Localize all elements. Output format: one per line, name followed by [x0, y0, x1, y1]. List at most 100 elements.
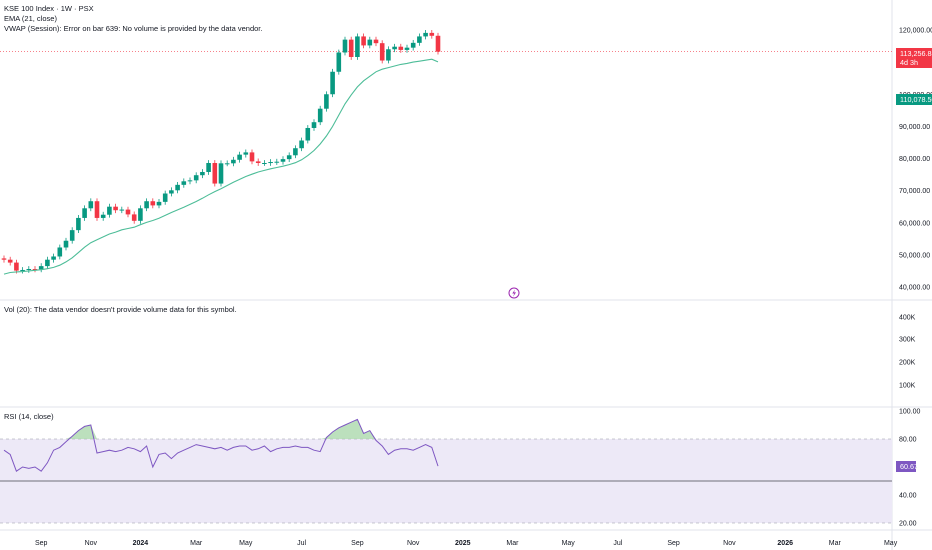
candle[interactable] — [305, 125, 311, 144]
candle[interactable] — [274, 158, 280, 165]
candle[interactable] — [348, 36, 354, 60]
candle[interactable] — [45, 256, 50, 270]
candle[interactable] — [243, 149, 249, 158]
candle[interactable] — [113, 203, 118, 214]
candle[interactable] — [218, 160, 224, 187]
candle[interactable] — [224, 160, 230, 167]
time-axis-label: Jul — [297, 540, 306, 547]
candle[interactable] — [162, 190, 168, 205]
candle[interactable] — [125, 206, 131, 218]
alert-icon[interactable] — [508, 287, 520, 299]
rsi-axis-tick: 100.00 — [899, 409, 921, 416]
candle[interactable] — [410, 39, 416, 51]
candle[interactable] — [20, 267, 25, 274]
candle[interactable] — [330, 68, 335, 98]
candle[interactable] — [386, 46, 391, 64]
candle[interactable] — [76, 215, 81, 234]
candle[interactable] — [69, 227, 75, 244]
candle[interactable] — [1, 255, 7, 263]
candle[interactable] — [262, 160, 267, 166]
price-axis-tick: 70,000.00 — [899, 188, 930, 195]
candle[interactable] — [138, 205, 143, 224]
candle[interactable] — [373, 36, 379, 47]
candle[interactable] — [435, 32, 441, 55]
candle[interactable] — [268, 159, 273, 166]
candle[interactable] — [181, 178, 187, 188]
candle[interactable] — [379, 40, 385, 64]
candle[interactable] — [280, 156, 286, 165]
price-axis-tick: 90,000.00 — [899, 124, 930, 131]
time-axis-label: Mar — [829, 540, 842, 547]
rsi-legend[interactable]: RSI (14, close) — [4, 412, 54, 421]
candle[interactable] — [88, 198, 94, 212]
candle[interactable] — [63, 237, 69, 251]
candle[interactable] — [193, 172, 199, 184]
volume-legend[interactable]: Vol (20): The data vendor doesn't provid… — [4, 305, 237, 314]
candle[interactable] — [150, 198, 156, 209]
candle[interactable] — [200, 169, 205, 179]
volume-axis-tick: 300K — [899, 337, 916, 344]
price-axis-tick: 80,000.00 — [899, 156, 930, 163]
rsi-axis-tick: 80.00 — [899, 437, 917, 444]
symbol-title[interactable]: KSE 100 Index · 1W · PSX — [4, 4, 94, 13]
rsi-axis-tick: 20.00 — [899, 521, 917, 528]
candle[interactable] — [100, 211, 106, 221]
time-axis-label: Jul — [613, 540, 622, 547]
candle[interactable] — [7, 256, 13, 266]
candle[interactable] — [293, 145, 298, 159]
candle[interactable] — [175, 181, 180, 194]
candle[interactable] — [187, 177, 193, 185]
candle[interactable] — [361, 33, 366, 49]
candle[interactable] — [212, 160, 218, 187]
candle[interactable] — [317, 105, 323, 126]
candle[interactable] — [324, 91, 329, 112]
candle[interactable] — [311, 119, 317, 131]
candle[interactable] — [119, 206, 125, 214]
candle[interactable] — [255, 158, 261, 166]
candle[interactable] — [206, 160, 211, 175]
candle[interactable] — [156, 198, 162, 209]
price-axis-tick: 120,000.00 — [899, 28, 932, 35]
time-axis-label: Sep — [351, 540, 364, 547]
candle[interactable] — [231, 156, 236, 167]
time-axis[interactable]: Sep Nov 2024 Mar May Jul Sep Nov 2025 Mar May Jul Se… — [35, 540, 898, 547]
candle[interactable] — [392, 43, 397, 53]
candle[interactable] — [38, 263, 44, 273]
candle[interactable] — [57, 244, 63, 260]
candle[interactable] — [417, 33, 422, 46]
time-axis-label: Sep — [35, 540, 48, 547]
candle[interactable] — [26, 266, 32, 273]
candle[interactable] — [82, 205, 87, 221]
time-axis-label: 2026 — [777, 540, 793, 547]
volume-axis-tick: 200K — [899, 360, 916, 367]
candle[interactable] — [342, 36, 348, 56]
candle[interactable] — [94, 198, 100, 221]
ema-legend[interactable]: EMA (21, close) — [4, 14, 57, 23]
price-badge: 113,256.83 4d 3h — [896, 48, 932, 68]
candle[interactable] — [169, 187, 174, 197]
vwap-legend[interactable]: VWAP (Session): Error on bar 639: No vol… — [4, 24, 263, 33]
time-axis-label: Nov — [85, 540, 98, 547]
candle[interactable] — [429, 30, 435, 39]
candle[interactable] — [14, 259, 19, 274]
candle[interactable] — [286, 152, 292, 163]
candle[interactable] — [398, 43, 404, 53]
rsi-pane[interactable] — [3, 418, 439, 472]
candle[interactable] — [355, 33, 360, 60]
candle[interactable] — [237, 151, 242, 163]
candle[interactable] — [131, 211, 137, 224]
candle[interactable] — [32, 266, 38, 273]
candle[interactable] — [336, 49, 342, 75]
candle[interactable] — [51, 253, 56, 263]
candle[interactable] — [249, 149, 255, 165]
candle[interactable] — [367, 36, 373, 49]
candle[interactable] — [299, 137, 304, 152]
candle[interactable] — [144, 198, 149, 212]
candle[interactable] — [404, 44, 410, 53]
price-axis-tick: 40,000.00 — [899, 285, 930, 292]
candle[interactable] — [107, 203, 112, 218]
ema-badge-value: 110,078.50 — [900, 95, 932, 104]
candle[interactable] — [423, 30, 428, 40]
price-pane[interactable] — [0, 30, 892, 275]
